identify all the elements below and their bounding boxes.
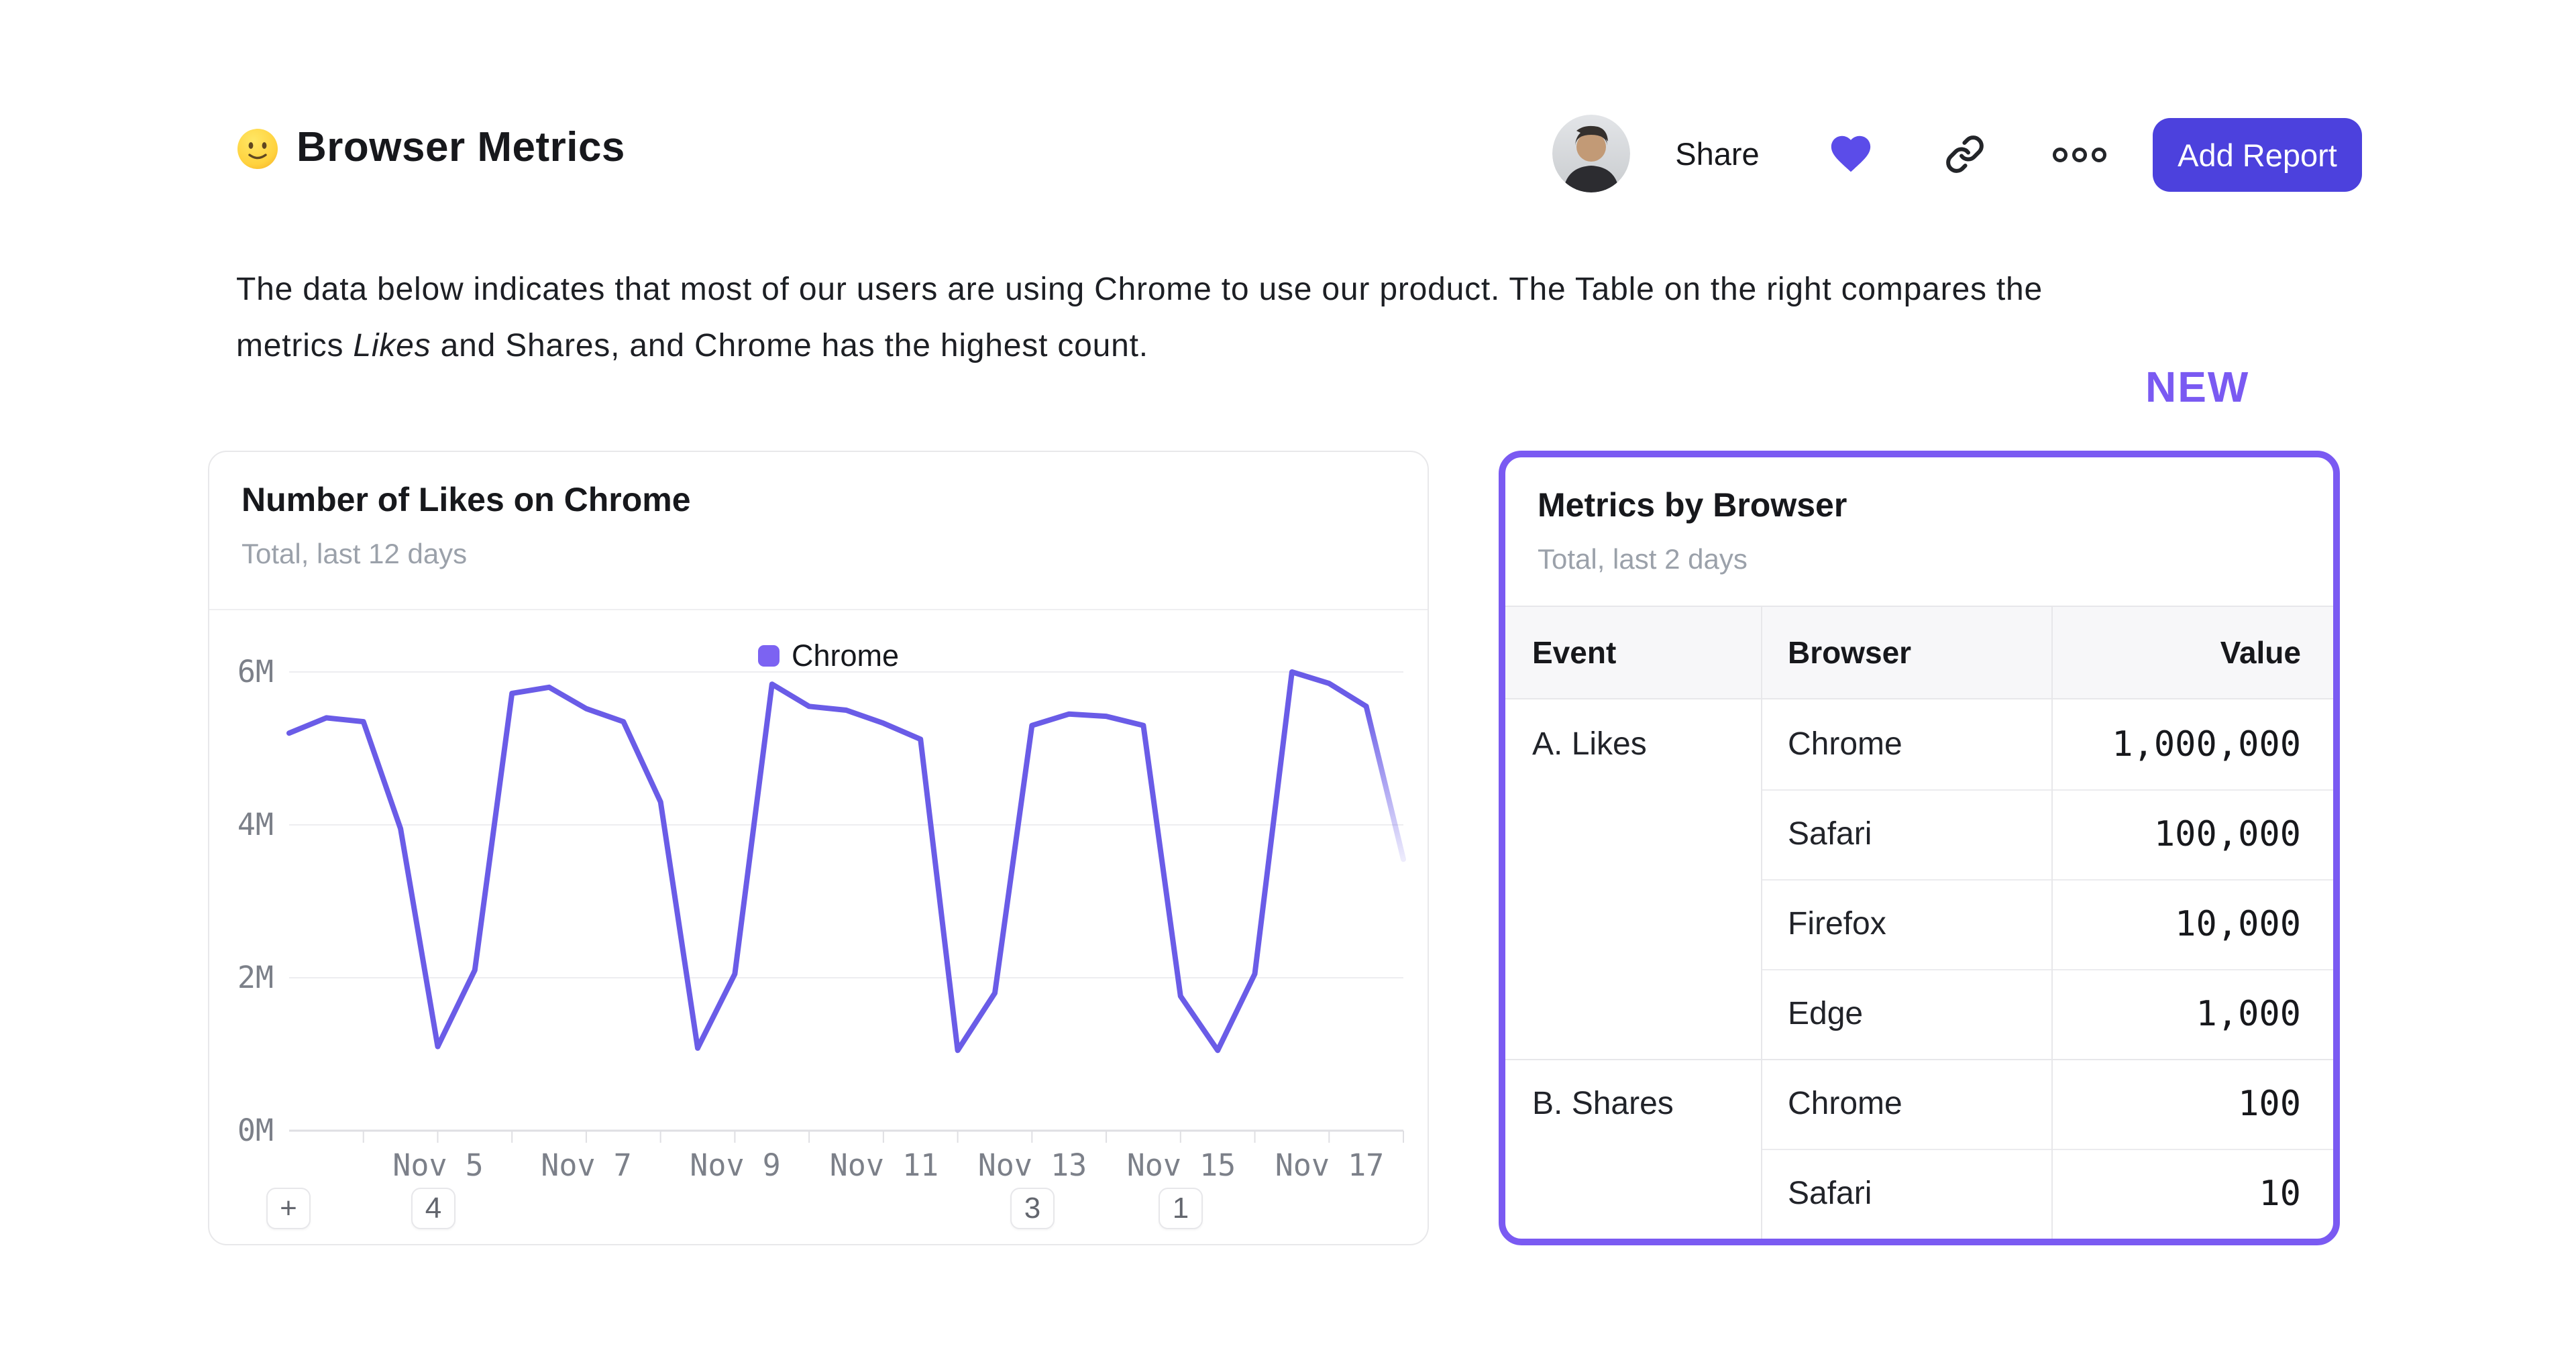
chart-annotation-button-1[interactable]: 1 [1159, 1188, 1203, 1229]
y-axis-label: 0M [237, 1113, 274, 1148]
browser-cell: Firefox [1788, 906, 1886, 942]
browser-cell: Edge [1788, 996, 1864, 1031]
column-header-value: Value [2220, 635, 2301, 670]
copy-link-button[interactable] [1945, 134, 1985, 174]
table-row: B. Shares Chrome 100 [1505, 1059, 2333, 1149]
avatar-photo [1552, 115, 1630, 192]
share-button[interactable]: Share [1657, 133, 1778, 176]
more-options-button[interactable] [2052, 145, 2107, 165]
x-axis-label: Nov 15 [1126, 1147, 1236, 1183]
description-italic-word: Likes [353, 328, 431, 363]
legend-swatch-icon [757, 645, 780, 667]
x-axis-label: Nov 17 [1275, 1147, 1385, 1183]
heart-icon [1831, 135, 1871, 172]
x-axis-ticks [362, 1131, 1404, 1143]
x-axis-label: Nov 9 [690, 1147, 781, 1183]
table-row: Safari 100,000 [1505, 789, 2333, 879]
gridlines [289, 671, 1403, 1132]
x-axis-label: Nov 11 [829, 1147, 939, 1183]
metrics-card-subtitle: Total, last 2 days [1538, 543, 1748, 575]
value-cell: 10 [2259, 1174, 2301, 1214]
value-cell: 100,000 [2153, 814, 2301, 854]
likes-card-subtitle: Total, last 12 days [241, 538, 468, 569]
y-axis-label: 2M [237, 960, 274, 995]
browser-cell: Safari [1788, 816, 1872, 852]
x-axis-label: Nov 5 [392, 1147, 484, 1183]
event-cell: B. Shares [1532, 1086, 1674, 1121]
card-divider [209, 609, 1428, 610]
table-row: Firefox 10,000 [1505, 879, 2333, 969]
x-axis-label: Nov 7 [541, 1147, 632, 1183]
chart-annotation-button-3[interactable]: 3 [1010, 1188, 1055, 1229]
likes-line-chart [286, 669, 1406, 1143]
column-divider [1761, 606, 1762, 1239]
heart-like-button[interactable] [1827, 130, 1874, 177]
y-axis-label: 6M [237, 654, 274, 689]
table-header-row: Event Browser Value [1505, 606, 2333, 699]
add-report-button[interactable]: Add Report [2153, 118, 2362, 192]
description-line2-b: and Shares, and Chrome has the highest c… [431, 328, 1148, 363]
likes-card-title: Number of Likes on Chrome [241, 481, 691, 518]
legend-label: Chrome [791, 638, 900, 673]
new-badge: NEW [2145, 363, 2250, 411]
browser-cell: Chrome [1788, 1086, 1902, 1121]
description-line1: The data below indicates that most of ou… [236, 272, 2043, 307]
y-axis-label: 4M [237, 807, 274, 842]
smiley-emoji-icon [237, 129, 278, 169]
table-row: Safari 10 [1505, 1149, 2333, 1239]
value-cell: 10,000 [2175, 904, 2301, 944]
add-report-label: Add Report [2178, 137, 2337, 173]
description: The data below indicates that most of ou… [236, 262, 2423, 374]
description-line2-a: metrics [236, 328, 354, 363]
chart-legend-item[interactable]: Chrome [229, 638, 1428, 673]
column-header-browser: Browser [1788, 635, 1912, 670]
column-header-event: Event [1532, 635, 1617, 670]
table-row: A. Likes Chrome 1,000,000 [1505, 699, 2333, 789]
chart-zoom-plus-button[interactable]: + [266, 1188, 311, 1229]
event-cell: A. Likes [1532, 726, 1647, 762]
browser-cell: Safari [1788, 1176, 1872, 1211]
value-cell: 1,000,000 [2112, 724, 2301, 765]
value-cell: 1,000 [2196, 994, 2301, 1034]
column-divider [2051, 606, 2053, 1239]
ellipsis-icon [2053, 148, 2106, 162]
metrics-table-card: Metrics by Browser Total, last 2 days Ev… [1499, 451, 2340, 1245]
browser-cell: Chrome [1788, 726, 1902, 762]
metrics-table: Event Browser Value A. Likes Chrome 1,00… [1505, 606, 2333, 1239]
link-icon [1946, 135, 1984, 173]
share-label: Share [1675, 136, 1760, 172]
page-title: Browser Metrics [297, 124, 625, 170]
table-row: Edge 1,000 [1505, 969, 2333, 1059]
metrics-card-title: Metrics by Browser [1538, 486, 1847, 524]
x-axis-label: Nov 13 [977, 1147, 1087, 1183]
likes-chart-card: Number of Likes on Chrome Total, last 12… [208, 451, 1429, 1245]
chrome-series-line [286, 669, 1369, 1054]
avatar[interactable] [1552, 115, 1630, 192]
chrome-series-line-faded-tail [1363, 703, 1406, 862]
value-cell: 100 [2238, 1084, 2301, 1124]
chart-annotation-button-4[interactable]: 4 [411, 1188, 455, 1229]
